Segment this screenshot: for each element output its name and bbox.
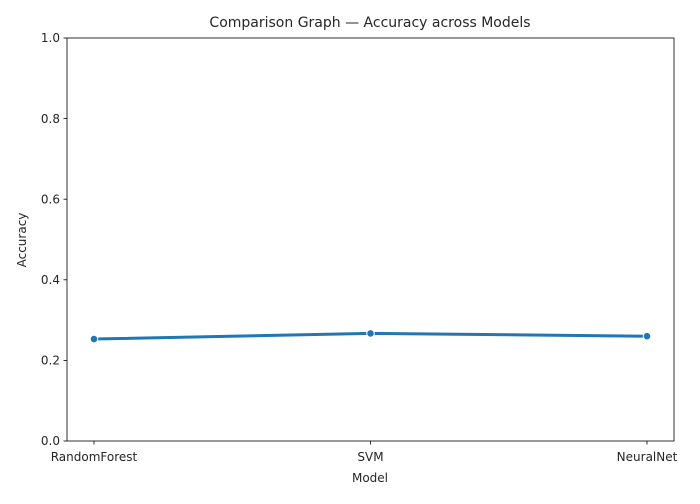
y-tick-label: 0.8	[41, 112, 60, 126]
y-tick-label: 0.0	[41, 434, 60, 448]
plot-spines	[66, 37, 675, 442]
y-tick-label: 0.4	[41, 273, 60, 287]
x-axis: RandomForest SVM NeuralNet	[51, 441, 678, 464]
x-tick-label: SVM	[357, 450, 383, 464]
y-tick-label: 1.0	[41, 31, 60, 45]
x-tick-label: NeuralNet	[617, 450, 678, 464]
chart-title: Comparison Graph — Accuracy across Model…	[209, 15, 530, 31]
series-layer	[89, 329, 652, 344]
y-axis-label: Accuracy	[15, 213, 29, 268]
y-tick-label: 0.2	[41, 354, 60, 368]
x-tick-label: RandomForest	[51, 450, 138, 464]
data-point	[89, 334, 99, 344]
plot-frame	[66, 37, 675, 442]
y-axis: 0.0 0.2 0.4 0.6 0.8 1.0	[41, 31, 67, 448]
data-point	[366, 329, 375, 338]
data-point	[642, 331, 652, 341]
y-tick-label: 0.6	[41, 192, 60, 206]
x-axis-label: Model	[352, 471, 388, 485]
